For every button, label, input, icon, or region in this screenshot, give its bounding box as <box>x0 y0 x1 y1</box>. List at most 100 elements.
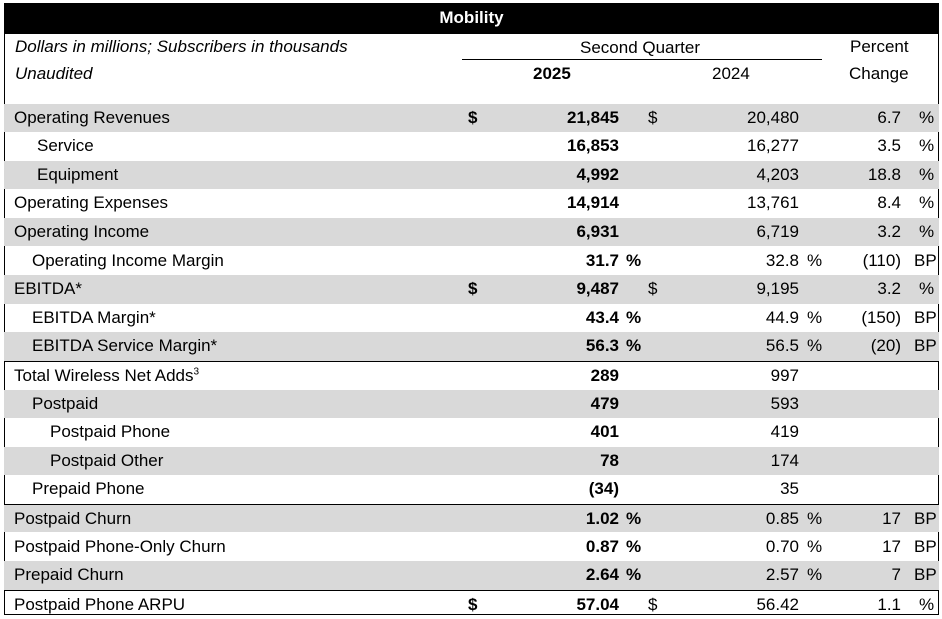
current-unit: % <box>626 336 642 356</box>
prior-unit: % <box>807 508 823 528</box>
prior-value: 56.42 <box>756 594 799 614</box>
table-row: Prepaid Churn 2.64% 2.57% 7 BP <box>4 561 939 590</box>
row-label: Total Wireless Net Adds3 <box>14 365 200 385</box>
change-unit: % <box>919 279 935 299</box>
current-value: 0.87 <box>585 536 619 556</box>
prior-unit: % <box>807 536 823 556</box>
change-value: 3.5 <box>877 136 901 156</box>
row-label: Postpaid Phone <box>50 422 171 442</box>
current-value: 6,931 <box>576 221 619 241</box>
row-label: Operating Revenues <box>14 107 170 127</box>
prior-unit: % <box>807 250 823 270</box>
prior-dollar-sign: $ <box>648 594 658 614</box>
change-unit: % <box>919 107 935 127</box>
change-unit: % <box>919 136 935 156</box>
table-row: Operating Revenues $21,845 $20,480 6.7% <box>4 103 939 133</box>
current-value: 1.02 <box>585 508 619 528</box>
prior-value: 2.57 <box>765 565 799 585</box>
change-value: (150) <box>861 307 901 327</box>
change-value: 17 <box>882 508 901 528</box>
prior-value: 0.70 <box>765 536 799 556</box>
footnote-marker: 3 <box>193 366 200 378</box>
change-unit: % <box>919 164 935 184</box>
current-value: 2.64 <box>585 565 619 585</box>
change-unit: BP <box>914 508 937 528</box>
table-row: Postpaid Other 78 174 <box>4 446 939 476</box>
current-value: 56.3 <box>585 336 619 356</box>
row-label: Prepaid Phone <box>32 479 145 499</box>
change-unit: BP <box>914 307 937 327</box>
row-label: Service <box>37 136 94 156</box>
period-header: Second Quarter <box>580 38 701 57</box>
current-dollar-sign: $ <box>468 594 478 614</box>
change-value: 18.8 <box>867 164 901 184</box>
prior-value: 174 <box>770 450 799 470</box>
change-unit: % <box>919 193 935 213</box>
row-label: Postpaid Churn <box>14 508 132 528</box>
current-value: 31.7 <box>585 250 619 270</box>
row-label: Postpaid <box>32 393 99 413</box>
row-label: Operating Income <box>14 221 150 241</box>
current-value: 14,914 <box>567 193 619 213</box>
current-value: 289 <box>590 365 619 385</box>
prior-value: 593 <box>770 393 799 413</box>
current-value: 4,992 <box>576 164 619 184</box>
change-value: 6.7 <box>877 107 901 127</box>
change-unit: BP <box>914 565 937 585</box>
current-unit: % <box>626 508 642 528</box>
table-row: Prepaid Phone (34) 35 <box>4 475 939 504</box>
current-value: 401 <box>590 422 619 442</box>
current-value: 78 <box>600 450 619 470</box>
prior-unit: % <box>807 565 823 585</box>
change-unit: BP <box>914 336 937 356</box>
prior-value: 4,203 <box>756 164 799 184</box>
row-label: Operating Expenses <box>14 193 169 213</box>
row-label: EBITDA Service Margin* <box>32 336 218 356</box>
change-header-line1: Percent <box>850 37 909 56</box>
row-label: Equipment <box>37 164 119 184</box>
year-current-header: 2025 <box>533 64 571 83</box>
row-label: Postpaid Phone-Only Churn <box>14 536 226 556</box>
prior-value: 44.9 <box>765 307 799 327</box>
current-value: (34) <box>588 479 619 499</box>
prior-value: 0.85 <box>765 508 799 528</box>
row-label: Prepaid Churn <box>14 565 124 585</box>
table-row: Postpaid Phone-Only Churn 0.87% 0.70% 17 BP <box>4 533 939 562</box>
prior-dollar-sign: $ <box>648 279 658 299</box>
current-unit: % <box>626 565 642 585</box>
prior-value: 20,480 <box>747 107 799 127</box>
table-row: Operating Income 6,931 6,719 3.2% <box>4 217 939 247</box>
current-unit: % <box>626 307 642 327</box>
year-prior-header: 2024 <box>712 64 750 83</box>
prior-value: 997 <box>770 365 799 385</box>
change-unit: % <box>919 594 935 614</box>
change-value: 7 <box>891 565 901 585</box>
current-value: 21,845 <box>567 107 619 127</box>
change-unit: BP <box>914 250 937 270</box>
table-row: Postpaid Phone 401 419 <box>4 418 939 447</box>
change-value: (20) <box>870 336 901 356</box>
current-value: 16,853 <box>567 136 619 156</box>
current-value: 43.4 <box>585 307 619 327</box>
prior-dollar-sign: $ <box>648 107 658 127</box>
row-label: Operating Income Margin <box>32 250 224 270</box>
prior-unit: % <box>807 336 823 356</box>
change-value: 3.2 <box>877 279 901 299</box>
current-unit: % <box>626 536 642 556</box>
table-row: Operating Income Margin 31.7% 32.8% (110) BP <box>4 247 939 276</box>
units-note: Dollars in millions; Subscribers in thou… <box>15 37 348 56</box>
prior-value: 9,195 <box>756 279 799 299</box>
table-row: EBITDA Margin* 43.4% 44.9% (150) BP <box>4 304 939 333</box>
table-row: EBITDA* $9,487 $9,195 3.2% <box>4 275 939 304</box>
prior-value: 419 <box>770 422 799 442</box>
table-title: Mobility <box>4 3 939 34</box>
current-value: 57.04 <box>576 594 619 614</box>
table-row: Postpaid 479 593 <box>4 389 939 419</box>
table-row: Operating Expenses 14,914 13,761 8.4% <box>4 189 939 218</box>
change-header-line2: Change <box>849 64 909 83</box>
current-dollar-sign: $ <box>468 107 478 127</box>
audit-note: Unaudited <box>15 64 93 83</box>
change-value: 1.1 <box>877 594 901 614</box>
table-row: Total Wireless Net Adds3 289 997 <box>4 360 939 390</box>
change-unit: BP <box>914 536 937 556</box>
